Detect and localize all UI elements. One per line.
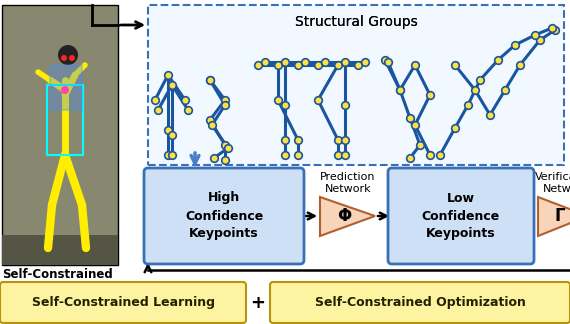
Bar (2, 5, 118, 265)
Text: Structural Groups: Structural Groups (295, 15, 417, 29)
FancyBboxPatch shape (270, 282, 570, 323)
Text: Γ: Γ (555, 207, 565, 225)
Text: Verification
Network: Verification Network (535, 172, 570, 194)
Text: Prediction
Network: Prediction Network (320, 172, 376, 194)
Bar (50, 65, 82, 110)
Text: Φ: Φ (337, 207, 351, 225)
Bar (47, 85, 83, 155)
Text: Self-Constrained: Self-Constrained (2, 268, 113, 281)
Circle shape (69, 55, 75, 61)
FancyBboxPatch shape (148, 5, 564, 165)
Text: High
Confidence
Keypoints: High Confidence Keypoints (185, 191, 263, 240)
Circle shape (58, 45, 78, 65)
Polygon shape (538, 197, 570, 236)
Text: Structural Groups: Structural Groups (295, 15, 417, 29)
Circle shape (61, 55, 67, 61)
Text: +: + (250, 294, 266, 311)
Text: Self-Constrained Optimization: Self-Constrained Optimization (315, 296, 526, 309)
Bar (2, 235, 118, 265)
Bar (150, 7, 562, 163)
Text: Low
Confidence
Keypoints: Low Confidence Keypoints (422, 191, 500, 240)
FancyBboxPatch shape (144, 168, 304, 264)
Polygon shape (320, 197, 375, 236)
Text: Self-Constrained Learning: Self-Constrained Learning (31, 296, 214, 309)
Circle shape (61, 86, 69, 94)
FancyBboxPatch shape (0, 282, 246, 323)
FancyBboxPatch shape (388, 168, 534, 264)
